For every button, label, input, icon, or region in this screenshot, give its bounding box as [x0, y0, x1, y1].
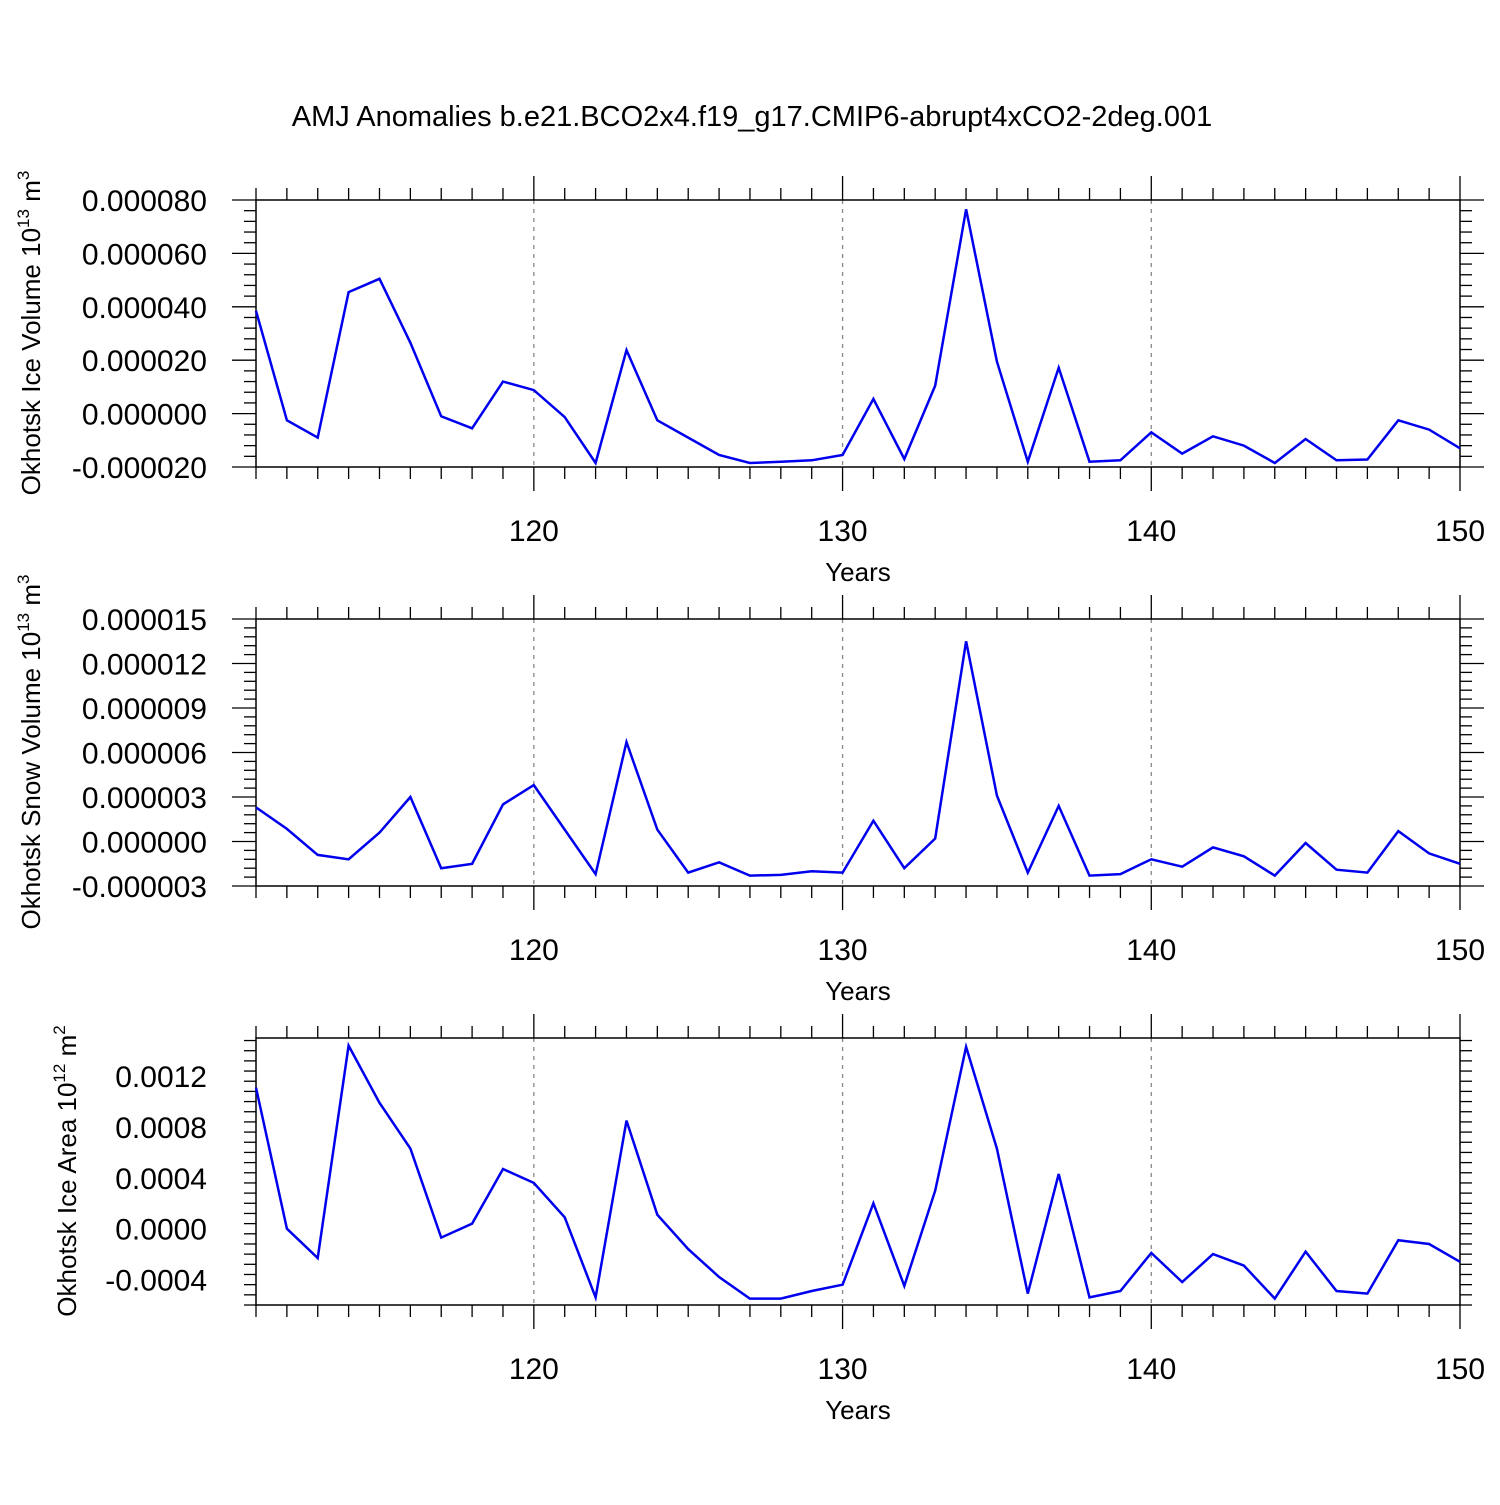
x-tick-label: 150: [1435, 934, 1485, 967]
y-tick-label: -0.000003: [72, 871, 207, 904]
y-tick-label: 0.000006: [82, 738, 207, 771]
x-tick-label: 120: [509, 1353, 559, 1386]
y-tick-label: 0.000009: [82, 693, 207, 726]
plot-frame: [255, 618, 1461, 887]
x-axis-label: Years: [825, 976, 891, 1006]
y-tick-label: 0.000000: [82, 399, 207, 432]
series-line: [255, 641, 1461, 878]
series-line: [254, 209, 1461, 466]
x-tick-label: 150: [1435, 515, 1485, 548]
x-tick-label: 140: [1126, 934, 1176, 967]
y-tick-label: 0.000012: [82, 649, 207, 682]
x-tick-label: 150: [1435, 1353, 1485, 1386]
x-tick-label: 130: [818, 1353, 868, 1386]
x-axis-label: Years: [825, 1395, 891, 1425]
series-line: [254, 1041, 1461, 1303]
y-axis-label: Okhotsk Ice Area 1012 m2: [50, 1025, 82, 1316]
y-tick-label: 0.000015: [82, 604, 207, 637]
y-tick-label: 0.0004: [115, 1163, 207, 1196]
x-axis-label: Years: [825, 557, 891, 587]
y-axis-label-main: Okhotsk Ice Area 10: [52, 1083, 82, 1317]
y-axis-label-exponent: 13: [14, 613, 33, 632]
y-axis-label: Okhotsk Snow Volume 1013 m3: [14, 575, 46, 930]
panel-1: -0.000020 0.000000 0.000020 0.000040 0.00006…: [14, 171, 1485, 587]
y-tick-label: -0.000020: [72, 452, 207, 485]
y-tick-label: 0.0012: [115, 1061, 207, 1094]
panel-2: -0.000003 0.000000 0.000003 0.000006 0.00000…: [14, 575, 1485, 1007]
y-axis-label-unit: m: [16, 180, 46, 209]
y-tick-label: 0.000000: [82, 827, 207, 860]
y-axis-label-main: Okhotsk Snow Volume 10: [16, 632, 46, 930]
y-axis-label-unit-exponent: 2: [50, 1025, 69, 1034]
x-tick-label: 120: [509, 515, 559, 548]
plot-frame: [255, 199, 1461, 468]
x-tick-label: 140: [1126, 515, 1176, 548]
y-tick-label: 0.000040: [82, 292, 207, 325]
y-axis-label-unit-exponent: 3: [14, 575, 33, 584]
y-axis-label-exponent: 13: [14, 209, 33, 228]
panel-3: -0.0004 0.0000 0.0004 0.0008 0.0012 120 130 140…: [50, 1014, 1485, 1425]
y-axis-label-exponent: 12: [50, 1064, 69, 1083]
y-axis-label-main: Okhotsk Ice Volume 10: [16, 228, 46, 495]
y-tick-label: 0.0008: [115, 1112, 207, 1145]
y-axis-label-unit-exponent: 3: [14, 171, 33, 180]
y-tick-label: 0.000003: [82, 782, 207, 815]
y-tick-label: -0.0004: [105, 1265, 207, 1298]
x-tick-label: 140: [1126, 1353, 1176, 1386]
y-tick-label: 0.0000: [115, 1214, 207, 1247]
y-tick-label: 0.000020: [82, 345, 207, 378]
plot-frame: [255, 1037, 1461, 1306]
x-tick-label: 130: [818, 934, 868, 967]
y-axis-label-unit: m: [52, 1035, 82, 1064]
y-tick-label: 0.000080: [82, 185, 207, 218]
x-tick-label: 130: [818, 515, 868, 548]
y-tick-label: 0.000060: [82, 238, 207, 271]
y-axis-label-unit: m: [16, 584, 46, 613]
y-axis-label: Okhotsk Ice Volume 1013 m3: [14, 171, 46, 496]
x-tick-label: 120: [509, 934, 559, 967]
figure-title: AMJ Anomalies b.e21.BCO2x4.f19_g17.CMIP6…: [292, 101, 1212, 133]
